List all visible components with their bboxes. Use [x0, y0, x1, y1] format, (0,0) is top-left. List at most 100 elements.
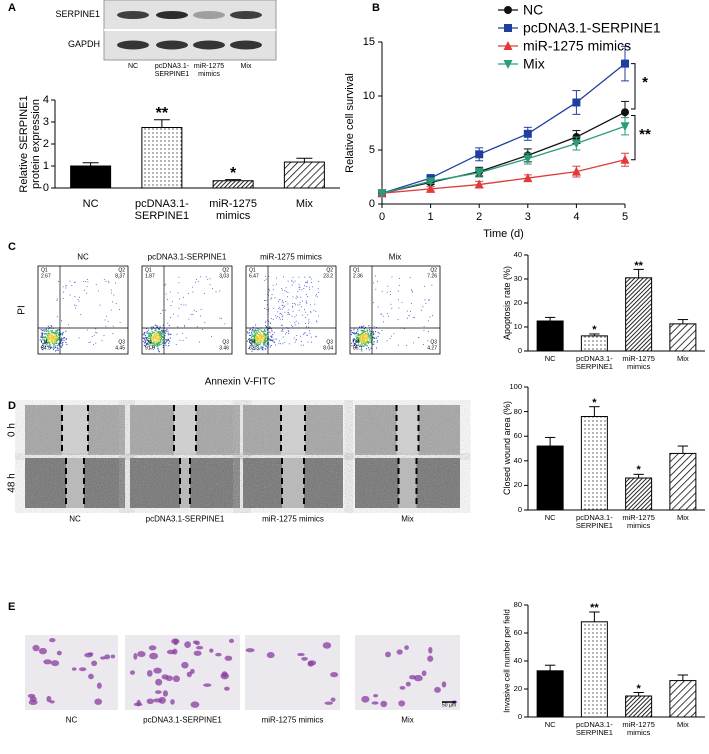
flow-dot: [107, 280, 109, 282]
flow-dot: [279, 299, 281, 301]
flow-dot: [149, 342, 151, 344]
flow-dot: [269, 326, 271, 328]
flow-dot: [308, 326, 310, 328]
flow-dot: [372, 332, 374, 334]
flow-dot: [281, 308, 283, 310]
flow-dot: [169, 337, 171, 339]
flow-dot: [62, 298, 64, 300]
flow-dot: [287, 330, 289, 332]
flow-dot: [110, 309, 112, 311]
flow-dot: [52, 334, 54, 337]
flow-dot: [153, 337, 155, 339]
flow-dot: [284, 311, 286, 313]
invasion-cell: [184, 641, 192, 648]
flow-dot: [363, 328, 365, 330]
flow-dot: [380, 313, 382, 315]
flow-dot: [307, 296, 309, 298]
flow-dot: [248, 338, 250, 341]
flow-dot: [162, 329, 164, 331]
flow-dot: [254, 335, 256, 337]
flow-dot: [410, 311, 412, 313]
significance: *: [642, 74, 648, 92]
flow-dot: [287, 303, 289, 305]
flow-dot: [282, 318, 284, 320]
flow-dot: [164, 330, 166, 332]
flow-dot: [184, 324, 186, 326]
flow-dot: [292, 325, 294, 327]
flow-dot: [254, 342, 256, 344]
quadrant-name: Q2: [118, 267, 125, 274]
flow-dot: [387, 285, 389, 287]
invasion-cell: [297, 652, 305, 657]
flow-dot: [301, 289, 303, 291]
flow-dot: [359, 345, 361, 347]
flow-dot: [281, 289, 283, 291]
flow-dot: [147, 340, 150, 342]
flow-dot: [298, 286, 300, 288]
flow-dot: [42, 347, 44, 349]
flow-dot: [151, 344, 154, 346]
flow-dot: [303, 308, 305, 310]
flow-dot: [318, 281, 320, 283]
flow-dot: [119, 321, 121, 323]
flow-dot: [364, 330, 367, 333]
flow-dot: [153, 346, 155, 348]
flow-dot: [362, 334, 364, 336]
flow-dot: [354, 346, 357, 348]
flow-dot: [43, 338, 45, 340]
flow-dot: [281, 313, 283, 315]
flow-dot: [167, 339, 170, 341]
flow-dot: [315, 336, 317, 338]
invasion-cell: [441, 681, 447, 688]
flow-dot: [368, 330, 371, 332]
flow-dot: [362, 338, 365, 341]
flow-dot: [201, 328, 203, 330]
flow-dot: [103, 335, 105, 337]
legend-marker: [503, 41, 513, 50]
flow-dot: [263, 334, 265, 336]
flow-dot: [273, 307, 275, 309]
flow-dot: [256, 339, 258, 341]
flow-dot: [362, 326, 364, 328]
flow-dot: [366, 345, 368, 347]
invasion-cell: [385, 651, 391, 658]
bar: [625, 277, 653, 352]
flow-dot: [351, 345, 353, 347]
flow-dot: [146, 343, 148, 346]
flow-dot: [314, 303, 316, 305]
flow-dot: [47, 330, 49, 332]
flow-dot: [303, 333, 305, 335]
flow-dot: [353, 344, 355, 347]
flow-dot: [357, 329, 359, 331]
flow-dot: [362, 342, 364, 344]
flow-dot: [357, 337, 359, 339]
flow-dot: [60, 340, 62, 342]
flow-dot: [50, 336, 52, 338]
quadrant-name: Q2: [430, 267, 437, 274]
flow-dot: [52, 332, 54, 334]
flow-dot: [358, 340, 361, 342]
flow-dot: [306, 281, 308, 283]
flow-dot: [397, 319, 399, 321]
legend-marker: [504, 24, 512, 32]
significance: *: [636, 464, 641, 477]
flow-dot: [261, 348, 263, 350]
flow-dot: [144, 333, 146, 335]
flow-dot: [278, 343, 280, 345]
quadrant-name: Q2: [222, 267, 229, 274]
flow-dot: [364, 341, 366, 344]
flow-dot: [268, 339, 270, 341]
flow-dot: [156, 339, 158, 341]
x-tick-label: miR-1275 mimics: [622, 720, 655, 738]
flow-dot: [370, 347, 372, 349]
flow-dot: [252, 342, 254, 344]
flow-dot: [264, 324, 266, 326]
flow-dot: [150, 347, 152, 349]
flow-dot: [370, 341, 372, 344]
flow-dot: [381, 330, 383, 332]
flow-dot: [264, 343, 266, 345]
flow-dot: [365, 344, 367, 346]
flow-dot: [48, 338, 50, 340]
flow-dot: [157, 348, 159, 350]
flow-dot: [292, 302, 294, 304]
